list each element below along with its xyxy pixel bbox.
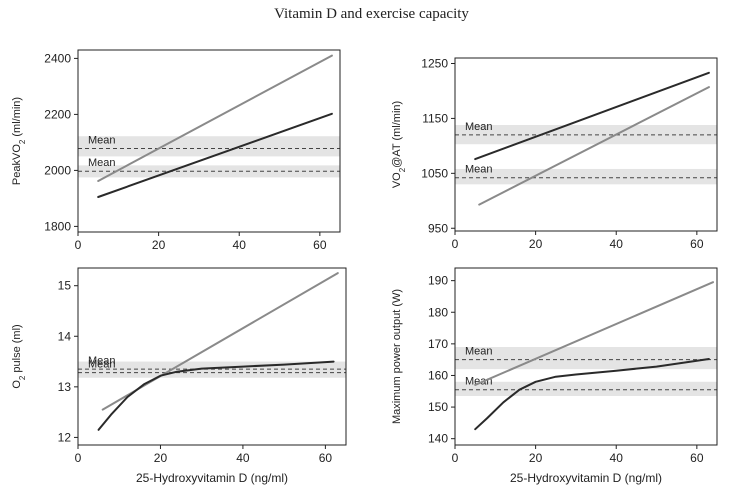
x-tick-label: 20 <box>529 237 543 251</box>
x-tick-label: 60 <box>690 237 704 251</box>
y-tick-label: 13 <box>58 380 72 394</box>
y-tick-label: 2000 <box>44 163 71 177</box>
y-axis-label-main: O <box>11 380 23 389</box>
x-tick-label: 20 <box>152 238 166 252</box>
y-tick-label: 15 <box>58 279 72 293</box>
y-tick-label: 180 <box>428 305 448 319</box>
mean-band <box>455 168 717 185</box>
mean-label: Mean <box>465 346 493 358</box>
y-axis-label-sub: 2 <box>18 375 27 380</box>
y-axis-label: Maximum power output (W) <box>391 289 403 424</box>
y-axis-label-sub: 2 <box>18 139 27 144</box>
y-tick-label: 140 <box>428 432 448 446</box>
y-axis-label: O2 pulse (ml) <box>11 324 27 388</box>
y-tick-label: 1050 <box>421 166 448 180</box>
y-tick-label: 14 <box>58 329 72 343</box>
x-tick-label: 0 <box>452 451 459 465</box>
mean-label: Mean <box>465 164 493 176</box>
plot-frame <box>77 49 341 233</box>
y-tick-label: 2200 <box>44 107 71 121</box>
y-axis-label-tail: (ml/min) <box>11 97 23 140</box>
x-tick-label: 0 <box>75 451 82 465</box>
y-tick-label: 950 <box>428 221 448 235</box>
y-tick-label: 160 <box>428 368 448 382</box>
y-tick-label: 1250 <box>421 56 448 70</box>
panel-bottom-right: Mean Mean 0 20 40 60 140 150 160 170 180 190 Maximum… <box>391 267 718 485</box>
series-line-gray <box>478 86 710 206</box>
y-axis-label: PeakVO2 (ml/min) <box>11 97 27 185</box>
x-tick-label: 40 <box>233 238 247 252</box>
figure-title: Vitamin D and exercise capacity <box>274 6 469 22</box>
y-axis-label: VO2@AT (ml/min) <box>391 101 407 188</box>
mean-band <box>455 125 717 145</box>
x-tick-label: 40 <box>610 451 624 465</box>
y-axis-label-tail: @AT (ml/min) <box>391 101 403 168</box>
x-tick-label: 60 <box>313 238 327 252</box>
series-line-black <box>474 358 710 431</box>
mean-label: Mean <box>88 359 116 371</box>
y-axis-label-main: VO <box>391 172 403 188</box>
y-tick-label: 2400 <box>44 51 71 65</box>
mean-label: Mean <box>465 376 493 388</box>
x-tick-label: 0 <box>75 238 82 252</box>
mean-label: Mean <box>465 121 493 133</box>
series-line-black <box>97 112 333 198</box>
series-line-gray <box>97 54 333 182</box>
x-tick-label: 60 <box>319 451 333 465</box>
series-line-black <box>97 360 335 431</box>
x-axis-label: 25-Hydroxyvitamin D (ng/ml) <box>136 471 288 485</box>
plot-frame <box>77 267 347 446</box>
x-tick-label: 60 <box>690 451 704 465</box>
series-line-gray <box>474 281 714 386</box>
mean-band <box>455 347 717 370</box>
y-tick-label: 12 <box>58 430 72 444</box>
x-tick-label: 20 <box>154 451 168 465</box>
plot-frame <box>454 267 718 446</box>
y-tick-label: 190 <box>428 274 448 288</box>
y-axis-label-sub: 2 <box>398 167 407 172</box>
mean-label: Mean <box>88 355 116 367</box>
mean-label: Mean <box>88 157 116 169</box>
y-axis-label-main: PeakVO <box>11 144 23 185</box>
y-tick-label: 170 <box>428 337 448 351</box>
y-axis-label-main: Maximum power output (W) <box>391 289 403 424</box>
mean-band <box>78 136 340 157</box>
series-line-black <box>474 71 710 161</box>
mean-band <box>78 165 340 178</box>
x-axis-label: 25-Hydroxyvitamin D (ng/ml) <box>510 471 662 485</box>
y-tick-label: 150 <box>428 400 448 414</box>
x-tick-label: 20 <box>529 451 543 465</box>
mean-band <box>455 381 717 397</box>
mean-label: Mean <box>88 135 116 147</box>
x-tick-label: 0 <box>452 237 459 251</box>
y-tick-label: 1800 <box>44 219 71 233</box>
y-axis-label-tail: pulse (ml) <box>11 324 23 375</box>
panel-top-left: Mean Mean 0 20 40 60 1800 2000 2200 2400 PeakVO2 (… <box>11 49 341 252</box>
panel-top-right: Mean Mean 0 20 40 60 950 1050 1150 1250 VO2@AT (ml… <box>391 56 718 251</box>
x-tick-label: 40 <box>236 451 250 465</box>
plot-frame <box>454 57 718 232</box>
mean-band <box>78 365 346 378</box>
x-tick-label: 40 <box>610 237 624 251</box>
y-tick-label: 1150 <box>422 111 448 125</box>
